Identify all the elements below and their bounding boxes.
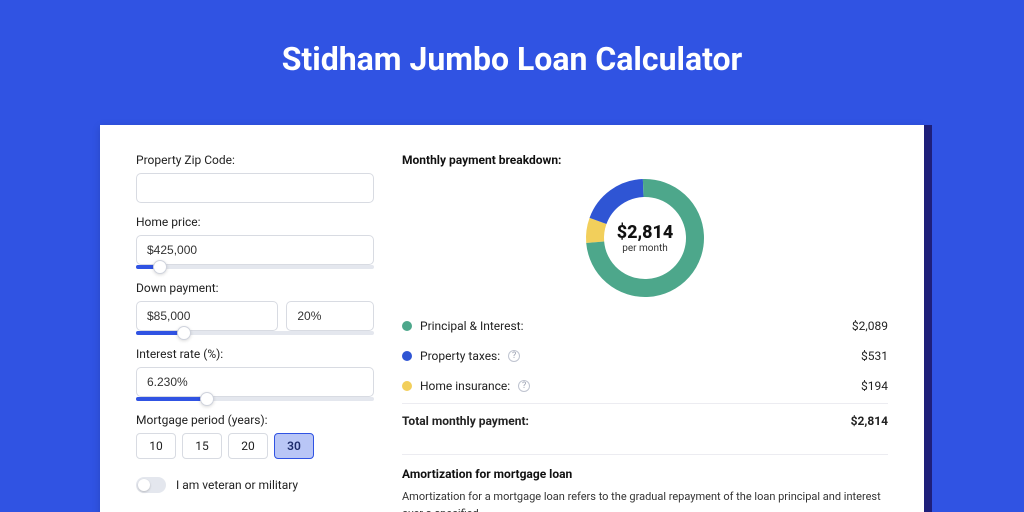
legend-dot-icon	[402, 321, 412, 331]
page-title: Stidham Jumbo Loan Calculator	[0, 0, 1024, 78]
breakdown-column: Monthly payment breakdown: $2,814 per mo…	[402, 153, 888, 512]
veteran-toggle[interactable]	[136, 477, 166, 493]
divider	[402, 454, 888, 455]
mortgage-period-group: 10152030	[136, 433, 374, 459]
amortization-section: Amortization for mortgage loan Amortizat…	[402, 454, 888, 512]
breakdown-heading: Monthly payment breakdown:	[402, 153, 888, 167]
down-payment-slider[interactable]	[136, 331, 374, 335]
down-payment-label: Down payment:	[136, 281, 374, 295]
breakdown-label: Property taxes:	[420, 349, 500, 363]
zip-input[interactable]	[136, 173, 374, 203]
slider-thumb-icon[interactable]	[153, 260, 167, 274]
interest-rate-label: Interest rate (%):	[136, 347, 374, 361]
amortization-body: Amortization for a mortgage loan refers …	[402, 489, 888, 512]
interest-rate-input[interactable]	[136, 367, 374, 397]
divider	[402, 403, 888, 404]
breakdown-total-row: Total monthly payment: $2,814	[402, 406, 888, 436]
down-payment-percent-input[interactable]	[286, 301, 374, 331]
mortgage-period-option[interactable]: 20	[228, 433, 268, 459]
mortgage-period-option[interactable]: 15	[182, 433, 222, 459]
form-column: Property Zip Code: Home price: Down paym…	[136, 153, 374, 512]
breakdown-row: Principal & Interest: $2,089	[402, 311, 888, 341]
total-label: Total monthly payment:	[402, 414, 529, 428]
breakdown-row: Home insurance:? $194	[402, 371, 888, 401]
veteran-label: I am veteran or military	[176, 478, 298, 492]
donut-center-sub: per month	[622, 243, 668, 254]
home-price-label: Home price:	[136, 215, 374, 229]
mortgage-period-option[interactable]: 10	[136, 433, 176, 459]
legend-dot-icon	[402, 381, 412, 391]
total-amount: $2,814	[851, 414, 888, 428]
breakdown-label: Principal & Interest:	[420, 319, 524, 333]
donut-center-amount: $2,814	[617, 222, 674, 243]
info-icon[interactable]: ?	[518, 380, 530, 392]
zip-label: Property Zip Code:	[136, 153, 374, 167]
calculator-card: Property Zip Code: Home price: Down paym…	[100, 125, 924, 512]
down-payment-amount-input[interactable]	[136, 301, 278, 331]
breakdown-row: Property taxes:? $531	[402, 341, 888, 371]
payment-donut-chart: $2,814 per month	[584, 177, 706, 299]
mortgage-period-label: Mortgage period (years):	[136, 413, 374, 427]
breakdown-amount: $2,089	[852, 319, 888, 333]
breakdown-amount: $194	[861, 379, 888, 393]
info-icon[interactable]: ?	[508, 350, 520, 362]
home-price-slider[interactable]	[136, 265, 374, 269]
page-root: Stidham Jumbo Loan Calculator Property Z…	[0, 0, 1024, 512]
breakdown-amount: $531	[861, 349, 888, 363]
interest-rate-slider[interactable]	[136, 397, 374, 401]
breakdown-label: Home insurance:	[420, 379, 510, 393]
home-price-input[interactable]	[136, 235, 374, 265]
amortization-heading: Amortization for mortgage loan	[402, 467, 888, 481]
slider-thumb-icon[interactable]	[177, 326, 191, 340]
slider-thumb-icon[interactable]	[200, 392, 214, 406]
mortgage-period-option[interactable]: 30	[274, 433, 314, 459]
legend-dot-icon	[402, 351, 412, 361]
